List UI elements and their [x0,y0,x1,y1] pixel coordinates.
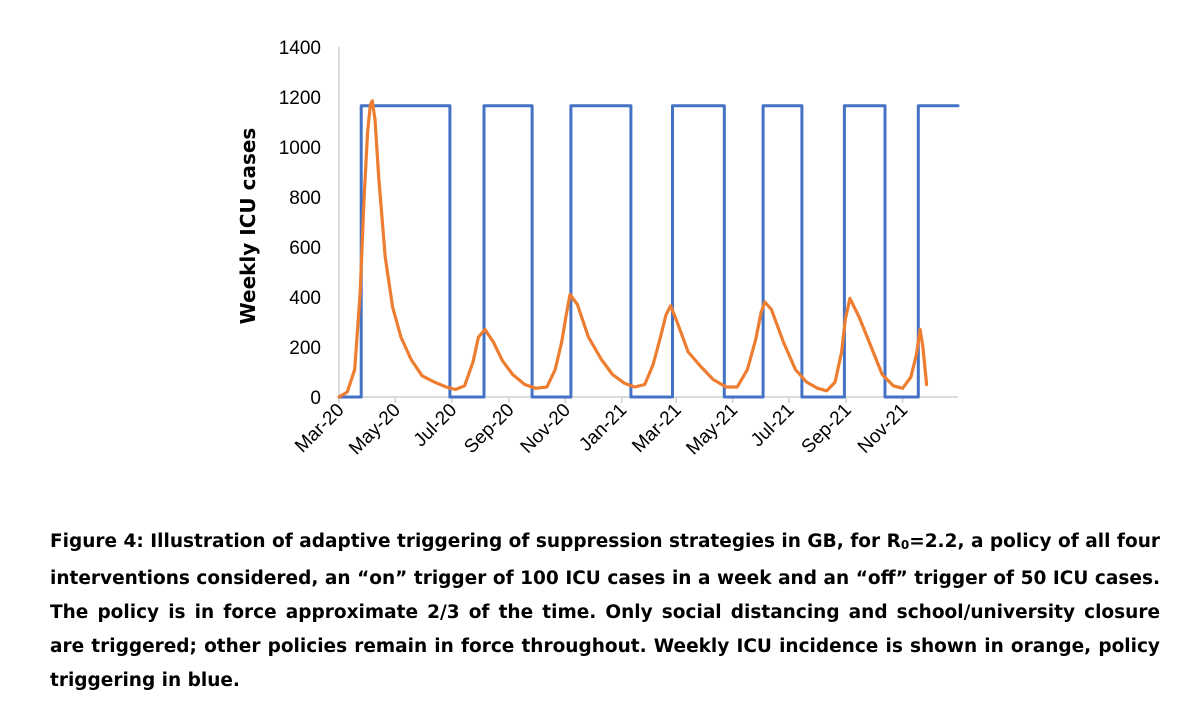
y-axis-label: Weekly ICU cases [236,128,260,325]
y-tick-label: 1400 [279,38,321,59]
y-tick-label: 800 [289,188,321,209]
y-tick-label: 1200 [279,88,321,109]
y-tick-label: 0 [310,388,321,409]
y-tick-label: 1000 [279,138,321,159]
caption-text-part1: Figure 4: Illustration of adaptive trigg… [50,531,901,552]
y-tick-label: 400 [289,288,321,309]
x-tick-label: Jul-21 [747,400,798,451]
y-tick-label: 200 [289,338,321,359]
x-tick-label: May-21 [682,400,742,460]
x-tick-label: Jul-20 [410,400,461,451]
x-tick-label: Nov-20 [517,400,575,458]
caption-text-part2: =2.2, a policy of all four interventions… [50,531,1160,691]
policy-trigger-line [337,104,960,399]
axes [338,47,958,398]
series-layer [337,99,960,399]
figure-caption: Figure 4: Illustration of adaptive trigg… [50,525,1160,698]
x-tick-label: Sep-21 [798,400,856,458]
x-tick-label: Sep-20 [460,400,518,458]
caption-subscript: 0 [900,538,910,552]
y-tick-label: 600 [289,238,321,259]
x-tick-label: Jan-21 [575,400,631,456]
y-tick-labels: 0 200 400 600 800 1000 1200 1400 [279,38,321,409]
x-tick-label: May-20 [345,400,405,460]
x-tick-label: Nov-21 [854,400,912,458]
icu-incidence-line [337,99,929,399]
x-tick-label: Mar-21 [628,400,685,457]
